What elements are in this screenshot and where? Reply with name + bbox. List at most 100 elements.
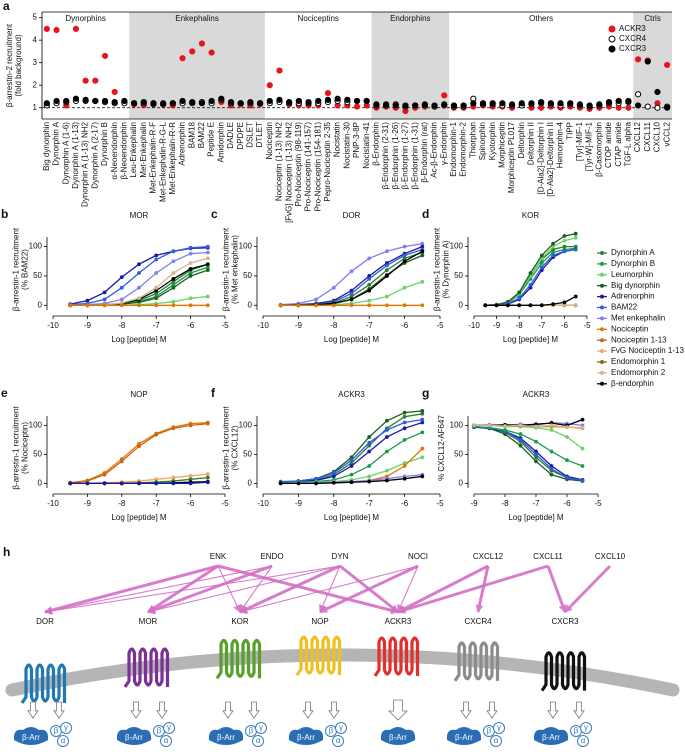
data-point: [625, 97, 632, 105]
data-point: [580, 478, 585, 483]
data-point: [349, 291, 354, 296]
data-point: [140, 99, 147, 106]
legend-label: Met enkephalin: [611, 314, 665, 323]
data-point: [205, 250, 210, 255]
series-line: [70, 421, 208, 484]
receptor: [453, 641, 500, 682]
data-point: [101, 52, 109, 60]
data-point: [171, 285, 176, 290]
g-protein-subunit: [490, 735, 502, 747]
category-label: Met-Enkephalin-R-F: [149, 122, 158, 194]
data-point: [580, 417, 585, 422]
category-label: Morphiceptin: [497, 122, 506, 168]
data-point: [314, 297, 318, 302]
category-label: CXCL12: [633, 121, 642, 152]
data-point: [420, 241, 425, 246]
data-point: [385, 418, 389, 423]
data-point: [373, 101, 380, 108]
data-point: [420, 253, 425, 258]
data-point: [420, 430, 425, 435]
category-label: Pepro-Nociceptin 2-35: [323, 121, 332, 201]
x-tick-label: -5: [436, 321, 444, 330]
data-point: [562, 303, 567, 308]
data-point: [171, 282, 176, 287]
data-point: [431, 102, 438, 109]
g-protein-subunit: [577, 735, 589, 747]
data-point: [420, 474, 425, 479]
g-protein-label: γ: [64, 723, 68, 732]
signal-arrow: [547, 701, 559, 719]
arrow: [147, 564, 273, 614]
y-tick-label: 50: [33, 271, 42, 280]
x-tick-label: -7: [532, 499, 540, 508]
category-label: Dynorphin B: [100, 122, 109, 166]
data-point: [420, 411, 425, 416]
data-point: [644, 103, 651, 110]
category-label: Nocistatin-30: [342, 121, 351, 168]
panel-label: h: [3, 545, 10, 559]
data-point: [573, 294, 578, 299]
category-label: Leu-Enkephalin: [129, 122, 138, 178]
x-tick-label: -10: [257, 499, 269, 508]
data-point: [237, 100, 244, 107]
data-point: [367, 464, 372, 468]
category-label: Nocistatin: [333, 122, 342, 157]
data-point: [420, 244, 425, 249]
signal-arrow: [573, 701, 585, 719]
data-point: [549, 449, 554, 454]
data-point: [402, 410, 407, 415]
data-point: [367, 449, 372, 454]
data-point: [625, 104, 632, 111]
data-point: [517, 290, 522, 295]
category-label: BAM22: [197, 121, 206, 148]
legend-marker: [600, 294, 604, 299]
data-point: [68, 481, 73, 486]
data-point: [137, 303, 141, 308]
y-tick-label: 100: [29, 242, 43, 251]
data-point: [256, 100, 264, 107]
legend-label: Nociceptin: [611, 324, 648, 333]
legend-label: Adrenorphin: [611, 292, 655, 301]
arrow: [239, 564, 341, 614]
x-tick-label: -5: [436, 499, 444, 508]
legend-marker: [600, 370, 604, 375]
data-point: [205, 265, 210, 270]
data-point: [551, 302, 555, 307]
data-point: [72, 25, 80, 32]
x-tick-label: -6: [401, 321, 409, 330]
signal-arrow: [27, 701, 39, 719]
data-point: [349, 461, 354, 465]
category-label: β-Endorphin (1-26): [391, 122, 400, 190]
data-point: [499, 100, 506, 107]
receptor: [295, 635, 342, 677]
data-point: [198, 40, 206, 47]
data-point: [63, 97, 70, 105]
data-point: [188, 473, 193, 478]
category-label: PNP-3-8P: [352, 122, 361, 158]
data-point: [565, 475, 569, 480]
x-axis-label: Log [peptide] M: [503, 335, 558, 344]
data-point: [385, 274, 389, 278]
y-tick-label: 100: [239, 242, 253, 251]
data-point: [276, 96, 283, 103]
series-line: [473, 425, 583, 482]
data-point: [573, 303, 578, 308]
group-label: Others: [529, 14, 553, 23]
data-point: [344, 96, 351, 103]
data-point: [154, 296, 159, 301]
data-point: [137, 481, 141, 486]
g-protein-label: γ: [339, 723, 343, 732]
data-point: [111, 88, 118, 96]
g-protein-label: β: [487, 726, 492, 735]
legend-marker: [600, 349, 604, 354]
legend-marker: [600, 272, 604, 277]
category-label: α-Neoendorphin: [110, 122, 119, 180]
receptor-label: DOR: [36, 617, 54, 626]
data-point: [205, 262, 210, 267]
data-point: [565, 435, 569, 439]
data-point: [644, 58, 651, 65]
data-point: [539, 253, 544, 258]
x-tick-label: -6: [401, 499, 409, 508]
data-point: [171, 299, 176, 304]
signal-arrow: [53, 701, 65, 719]
